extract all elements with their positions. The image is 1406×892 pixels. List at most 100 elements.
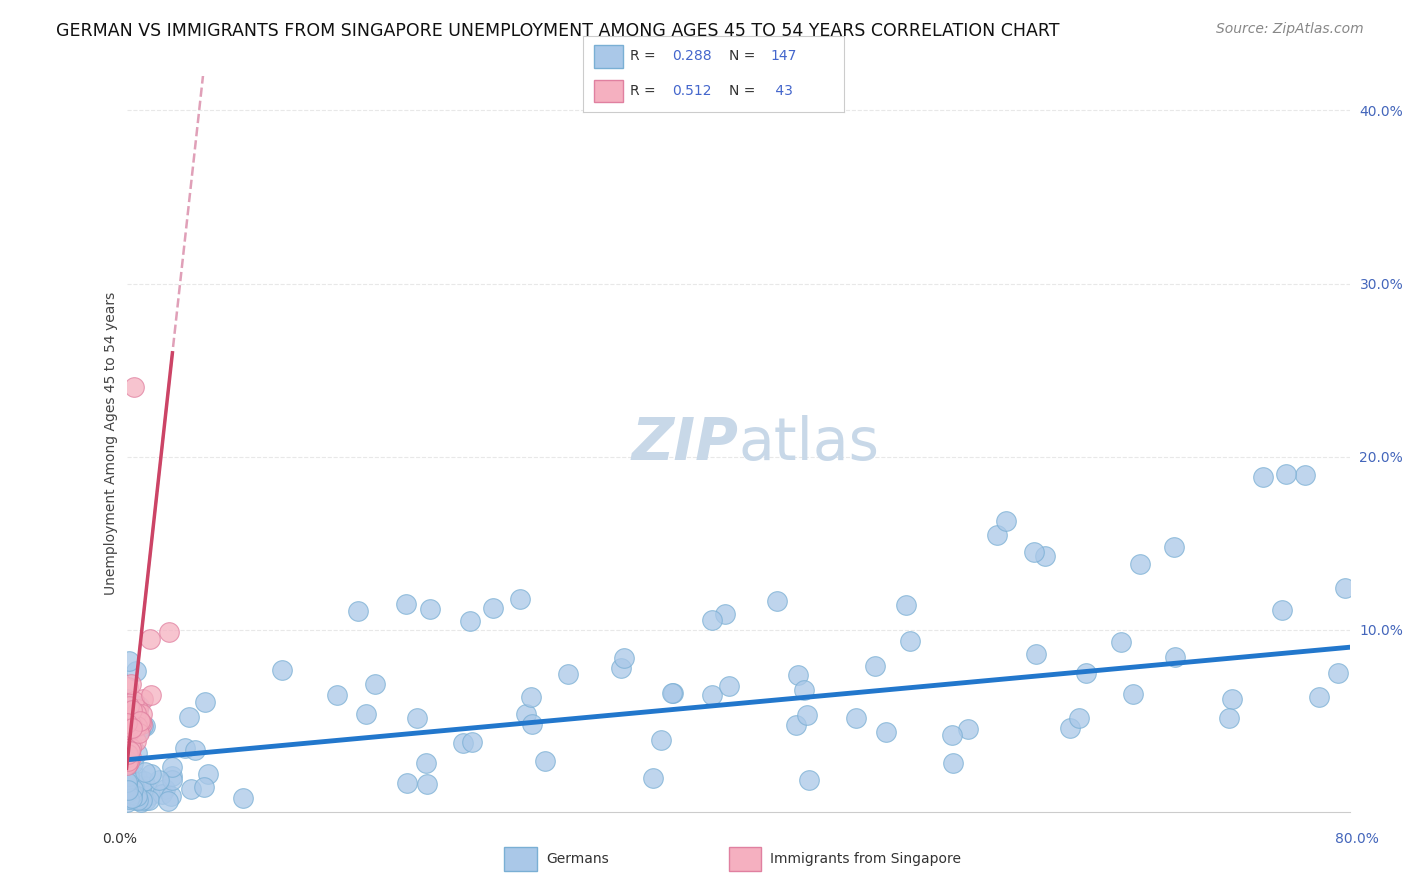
- Point: [183, 742, 205, 756]
- Point: [118, 777, 141, 791]
- Point: [129, 714, 152, 729]
- Point: [122, 694, 145, 708]
- Point: [135, 793, 157, 807]
- Point: [118, 748, 141, 763]
- Point: [157, 624, 180, 639]
- Point: [121, 703, 143, 717]
- Point: [793, 682, 815, 697]
- Point: [115, 772, 138, 787]
- Text: R =: R =: [630, 49, 661, 63]
- Text: Immigrants from Singapore: Immigrants from Singapore: [770, 852, 962, 866]
- Point: [1333, 581, 1355, 595]
- Point: [117, 756, 139, 771]
- Point: [122, 790, 145, 805]
- Point: [875, 724, 897, 739]
- FancyBboxPatch shape: [728, 847, 762, 871]
- Point: [118, 699, 141, 714]
- Point: [115, 789, 138, 803]
- Point: [132, 719, 155, 733]
- Point: [127, 702, 149, 716]
- Point: [128, 725, 150, 739]
- Point: [117, 723, 139, 737]
- Point: [1129, 557, 1152, 571]
- Point: [121, 677, 143, 691]
- Point: [131, 717, 153, 731]
- Text: 0.512: 0.512: [672, 84, 711, 98]
- FancyBboxPatch shape: [505, 847, 537, 871]
- Point: [232, 791, 254, 805]
- Point: [460, 614, 482, 628]
- Point: [1308, 690, 1330, 704]
- FancyBboxPatch shape: [593, 79, 623, 103]
- Point: [1024, 544, 1046, 558]
- Point: [120, 742, 142, 756]
- Text: N =: N =: [730, 84, 759, 98]
- Point: [609, 661, 631, 675]
- Point: [364, 676, 387, 690]
- Point: [957, 722, 980, 736]
- Point: [122, 775, 145, 789]
- Point: [125, 746, 148, 760]
- Text: GERMAN VS IMMIGRANTS FROM SINGAPORE UNEMPLOYMENT AMONG AGES 45 TO 54 YEARS CORRE: GERMAN VS IMMIGRANTS FROM SINGAPORE UNEM…: [56, 22, 1060, 40]
- Point: [131, 793, 153, 807]
- Point: [787, 667, 810, 681]
- Point: [121, 756, 143, 770]
- Point: [661, 686, 683, 700]
- Point: [139, 688, 162, 702]
- Point: [1274, 467, 1296, 482]
- Text: atlas: atlas: [738, 416, 879, 472]
- Point: [1294, 467, 1316, 482]
- Point: [162, 769, 184, 783]
- Point: [451, 736, 474, 750]
- Point: [139, 767, 162, 781]
- Point: [118, 713, 141, 727]
- Point: [1251, 470, 1274, 484]
- Point: [125, 789, 148, 803]
- Point: [986, 528, 1008, 542]
- Point: [115, 758, 138, 772]
- Point: [115, 786, 138, 800]
- Y-axis label: Unemployment Among Ages 45 to 54 years: Unemployment Among Ages 45 to 54 years: [104, 293, 118, 595]
- Point: [148, 773, 170, 788]
- Point: [118, 706, 141, 721]
- Point: [121, 721, 143, 735]
- Point: [120, 740, 142, 755]
- Point: [1059, 721, 1081, 735]
- Point: [718, 679, 741, 693]
- Point: [785, 718, 807, 732]
- Point: [1220, 692, 1243, 706]
- Point: [941, 728, 963, 742]
- Point: [131, 714, 153, 729]
- Point: [125, 706, 148, 720]
- Point: [115, 715, 138, 730]
- Point: [117, 755, 139, 769]
- Point: [613, 651, 636, 665]
- Point: [159, 789, 181, 803]
- Point: [139, 788, 162, 802]
- Point: [127, 708, 149, 723]
- Point: [122, 781, 145, 796]
- Point: [117, 734, 139, 748]
- Point: [405, 711, 427, 725]
- Point: [120, 783, 142, 797]
- Point: [118, 792, 141, 806]
- Point: [700, 613, 723, 627]
- Point: [121, 786, 143, 800]
- Point: [138, 793, 160, 807]
- Point: [117, 680, 139, 694]
- Point: [122, 780, 145, 794]
- Point: [125, 770, 148, 784]
- Point: [115, 781, 138, 796]
- Point: [661, 686, 683, 700]
- Point: [125, 734, 148, 748]
- Text: Germans: Germans: [546, 852, 609, 866]
- Point: [131, 780, 153, 795]
- Text: 80.0%: 80.0%: [1334, 832, 1379, 846]
- Text: R =: R =: [630, 84, 661, 98]
- Point: [1327, 665, 1350, 680]
- Point: [115, 787, 138, 801]
- Point: [1076, 666, 1098, 681]
- Point: [118, 744, 141, 758]
- Point: [865, 659, 887, 673]
- Point: [115, 737, 138, 751]
